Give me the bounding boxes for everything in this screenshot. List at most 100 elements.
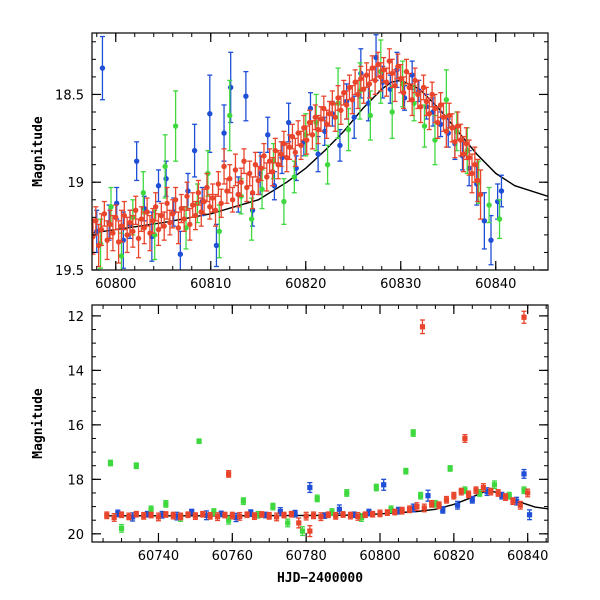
- data-point: [135, 235, 142, 242]
- data-point: [389, 109, 395, 115]
- data-point: [98, 226, 105, 233]
- data-point: [178, 513, 184, 519]
- data-point: [383, 79, 390, 85]
- data-point: [207, 111, 213, 117]
- data-point: [163, 511, 169, 518]
- data-point: [175, 225, 182, 231]
- data-point: [196, 438, 202, 444]
- data-point: [266, 513, 272, 519]
- data-point: [443, 497, 450, 503]
- x-tick-label: 60810: [190, 277, 231, 292]
- data-point: [238, 179, 244, 185]
- data-point: [426, 111, 432, 117]
- data-point: [384, 509, 390, 516]
- data-point: [499, 493, 505, 499]
- data-point: [163, 501, 169, 507]
- data-point: [108, 204, 114, 210]
- data-point: [388, 506, 394, 512]
- data-point: [148, 506, 154, 512]
- x-tick-label: 60740: [138, 549, 179, 564]
- data-point: [395, 508, 402, 514]
- data-point: [412, 77, 418, 84]
- data-point: [414, 503, 420, 510]
- data-point: [138, 216, 145, 222]
- data-point: [241, 158, 247, 164]
- data-point: [303, 513, 309, 519]
- data-point: [95, 242, 102, 249]
- data-point: [195, 190, 202, 196]
- data-point: [203, 512, 210, 518]
- data-point: [473, 487, 479, 493]
- data-point: [118, 253, 125, 259]
- data-point: [366, 81, 373, 87]
- data-point: [400, 89, 407, 96]
- data-point: [521, 487, 527, 493]
- data-point: [355, 513, 361, 519]
- data-point: [345, 126, 352, 133]
- data-point: [347, 512, 354, 519]
- data-point: [187, 221, 193, 228]
- data-point: [406, 84, 412, 91]
- data-point: [517, 502, 523, 508]
- data-point: [495, 490, 501, 496]
- data-point: [322, 512, 328, 519]
- data-point: [233, 514, 239, 521]
- data-point: [292, 511, 298, 517]
- data-point: [126, 513, 132, 519]
- data-point: [318, 514, 324, 520]
- data-point: [403, 468, 409, 474]
- data-point: [248, 216, 255, 222]
- data-point: [457, 137, 464, 143]
- data-point: [118, 512, 125, 518]
- data-point: [469, 497, 475, 503]
- data-point: [155, 183, 162, 189]
- data-point: [162, 163, 168, 170]
- data-point: [340, 511, 346, 518]
- data-point: [255, 512, 261, 518]
- data-point: [255, 177, 261, 184]
- bottom-panel: 60740 60760 60780 60800 60820 60840 12 14 16 18 20…: [31, 304, 549, 586]
- data-point: [227, 112, 233, 119]
- data-point: [247, 170, 253, 177]
- data-point: [491, 482, 498, 488]
- data-point: [381, 482, 387, 488]
- data-point: [249, 190, 256, 196]
- data-point: [259, 186, 265, 192]
- series-2: [104, 310, 531, 538]
- data-point: [104, 512, 110, 518]
- data-point: [480, 484, 486, 491]
- data-point: [324, 161, 331, 168]
- data-point: [475, 177, 481, 184]
- data-point: [389, 70, 395, 77]
- data-point: [140, 190, 146, 196]
- data-point: [329, 509, 335, 515]
- data-point: [488, 237, 494, 243]
- data-point: [358, 514, 365, 521]
- data-point: [158, 212, 165, 219]
- data-point: [429, 501, 435, 507]
- data-point: [521, 314, 527, 320]
- data-point: [118, 223, 125, 229]
- data-point: [155, 514, 162, 520]
- data-point: [274, 514, 280, 520]
- data-point: [378, 74, 384, 80]
- data-point: [377, 510, 383, 516]
- data-point: [229, 512, 235, 519]
- x-tick-label: 60760: [212, 549, 253, 564]
- data-point: [521, 471, 527, 477]
- data-point: [420, 84, 427, 91]
- data-point: [392, 82, 398, 89]
- plot-area: [104, 310, 548, 538]
- data-point: [429, 91, 435, 98]
- data-point: [191, 147, 198, 154]
- y-tick-label: 12: [67, 310, 84, 325]
- data-point: [333, 513, 339, 519]
- data-point: [269, 168, 276, 175]
- data-point: [207, 204, 213, 210]
- data-point: [209, 195, 216, 201]
- data-point: [118, 525, 125, 531]
- data-point: [366, 509, 372, 516]
- data-point: [506, 493, 512, 499]
- data-point: [363, 72, 370, 78]
